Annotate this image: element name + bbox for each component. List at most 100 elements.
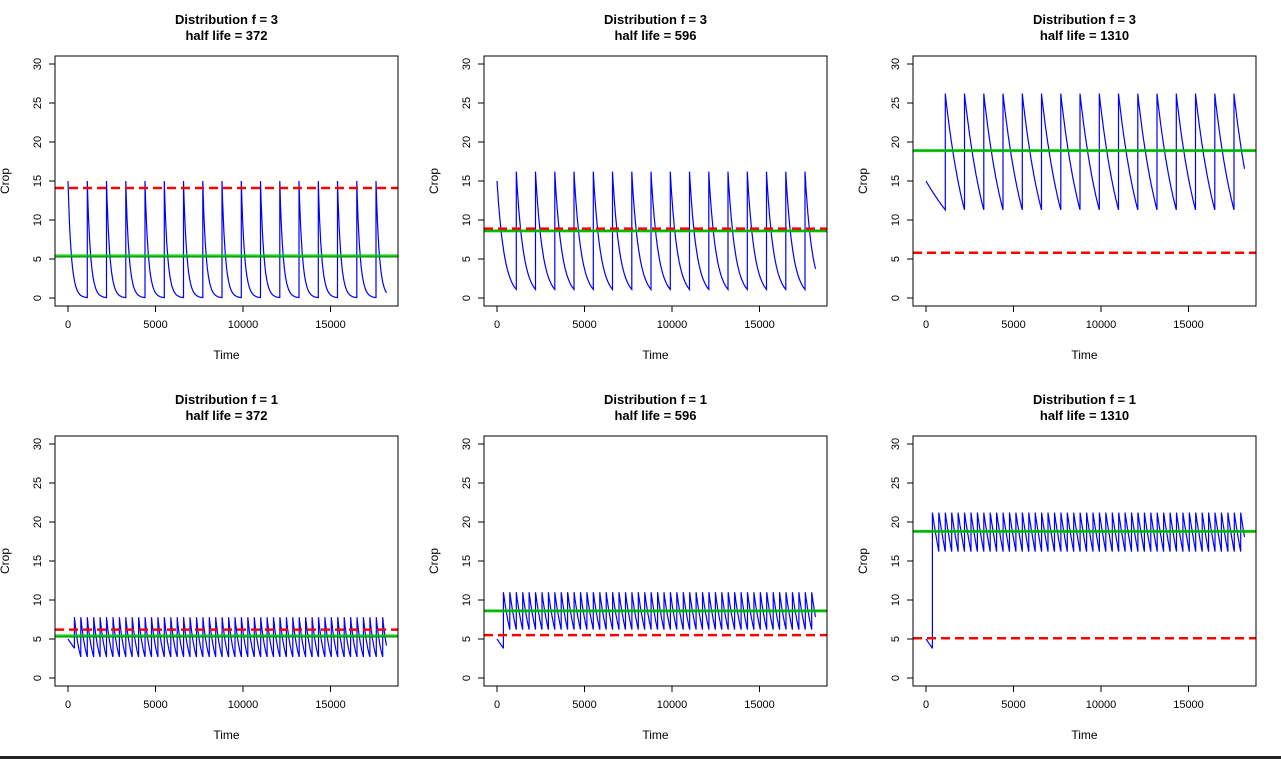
- y-tick-label: 30: [461, 58, 473, 70]
- y-tick-label: 15: [32, 175, 44, 187]
- y-tick-label: 20: [461, 136, 473, 148]
- chart-title: Distribution f = 1: [604, 392, 707, 407]
- concentration-line: [496, 171, 817, 292]
- y-tick-label: 30: [32, 58, 44, 70]
- y-tick-label: 15: [461, 555, 473, 567]
- plot-frame: [483, 435, 828, 687]
- y-tick-label: 10: [461, 594, 473, 606]
- x-axis-label: Time: [642, 728, 669, 742]
- concentration-line: [925, 93, 1246, 212]
- x-tick-label: 0: [65, 319, 71, 331]
- y-tick-label: 30: [32, 438, 44, 450]
- plot-area: [913, 512, 1256, 649]
- chart-title: Distribution f = 3: [604, 12, 707, 27]
- chart-title: Distribution f = 1: [175, 392, 278, 407]
- y-tick-label: 0: [32, 675, 44, 681]
- y-tick-label: 25: [461, 97, 473, 109]
- chart-subtitle: half life = 1310: [1040, 28, 1129, 43]
- y-tick-label: 5: [890, 256, 902, 262]
- y-axis-label: Crop: [427, 548, 441, 574]
- y-tick-label: 25: [890, 97, 902, 109]
- concentration-line: [67, 180, 388, 299]
- y-tick-label: 30: [461, 438, 473, 450]
- x-tick-label: 10000: [1086, 319, 1117, 331]
- x-axis-label: Time: [1071, 728, 1098, 742]
- x-tick-label: 5000: [1001, 319, 1025, 331]
- y-tick-label: 30: [890, 58, 902, 70]
- x-tick-label: 10000: [228, 699, 259, 711]
- y-tick-label: 20: [32, 516, 44, 528]
- y-tick-label: 5: [32, 256, 44, 262]
- bottom-rule: [0, 756, 1281, 759]
- x-tick-label: 15000: [315, 699, 346, 711]
- x-tick-label: 5000: [572, 699, 596, 711]
- plot-frame: [912, 435, 1257, 687]
- y-tick-label: 15: [461, 175, 473, 187]
- x-tick-label: 0: [923, 699, 929, 711]
- x-tick-label: 15000: [315, 319, 346, 331]
- plot-area: [55, 180, 398, 299]
- x-tick-label: 5000: [1001, 699, 1025, 711]
- x-tick-label: 15000: [1173, 699, 1204, 711]
- y-axis-label: Crop: [0, 548, 12, 574]
- chart-subtitle: half life = 596: [614, 408, 696, 423]
- x-tick-label: 0: [923, 319, 929, 331]
- y-tick-label: 0: [890, 295, 902, 301]
- y-axis-label: Crop: [856, 168, 870, 194]
- chart-title: Distribution f = 3: [175, 12, 278, 27]
- x-tick-label: 10000: [657, 699, 688, 711]
- y-tick-label: 25: [32, 97, 44, 109]
- x-tick-label: 0: [65, 699, 71, 711]
- concentration-line: [67, 617, 388, 658]
- x-tick-label: 15000: [1173, 319, 1204, 331]
- x-tick-label: 10000: [1086, 699, 1117, 711]
- plot-area: [484, 171, 827, 292]
- plot-area: [484, 592, 827, 649]
- concentration-line: [925, 512, 1246, 649]
- y-tick-label: 25: [32, 477, 44, 489]
- chart-title: Distribution f = 3: [1033, 12, 1136, 27]
- y-axis-label: Crop: [427, 168, 441, 194]
- chart-subtitle: half life = 596: [614, 28, 696, 43]
- y-tick-label: 20: [32, 136, 44, 148]
- x-tick-label: 5000: [143, 699, 167, 711]
- y-tick-label: 10: [32, 214, 44, 226]
- x-tick-label: 15000: [744, 699, 775, 711]
- y-axis-label: Crop: [0, 168, 12, 194]
- x-axis-label: Time: [213, 728, 240, 742]
- y-tick-label: 10: [890, 594, 902, 606]
- y-tick-label: 20: [890, 516, 902, 528]
- y-axis-label: Crop: [856, 548, 870, 574]
- x-tick-label: 15000: [744, 319, 775, 331]
- y-tick-label: 30: [890, 438, 902, 450]
- x-tick-label: 10000: [228, 319, 259, 331]
- y-tick-label: 0: [890, 675, 902, 681]
- x-axis-label: Time: [1071, 348, 1098, 362]
- y-tick-label: 5: [461, 256, 473, 262]
- chart-subtitle: half life = 372: [185, 408, 267, 423]
- x-tick-label: 5000: [572, 319, 596, 331]
- y-tick-label: 0: [32, 295, 44, 301]
- chart-title: Distribution f = 1: [1033, 392, 1136, 407]
- x-tick-label: 0: [494, 699, 500, 711]
- y-tick-label: 0: [461, 295, 473, 301]
- y-tick-label: 15: [890, 555, 902, 567]
- y-tick-label: 5: [461, 636, 473, 642]
- y-tick-label: 25: [890, 477, 902, 489]
- y-tick-label: 10: [32, 594, 44, 606]
- x-tick-label: 10000: [657, 319, 688, 331]
- x-tick-label: 0: [494, 319, 500, 331]
- y-tick-label: 15: [32, 555, 44, 567]
- y-tick-label: 20: [890, 136, 902, 148]
- x-axis-label: Time: [213, 348, 240, 362]
- plot-area: [913, 93, 1256, 255]
- chart-subtitle: half life = 1310: [1040, 408, 1129, 423]
- chart-subtitle: half life = 372: [185, 28, 267, 43]
